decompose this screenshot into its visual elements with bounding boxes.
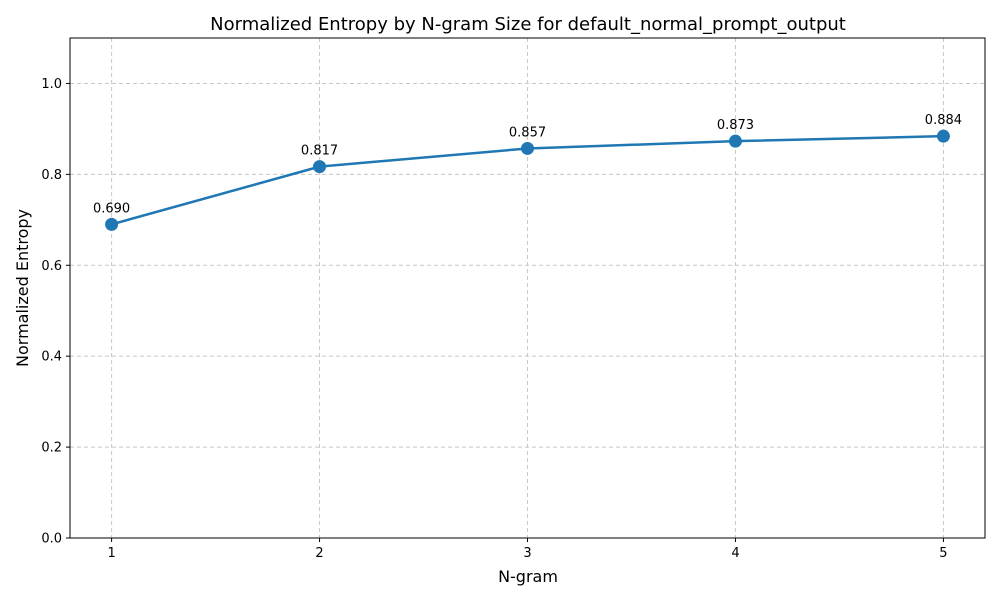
series-layer bbox=[105, 129, 950, 231]
data-point bbox=[521, 141, 534, 155]
y-tick-label: 1.0 bbox=[41, 77, 62, 92]
plot-frame bbox=[69, 37, 986, 539]
data-point bbox=[313, 160, 327, 174]
y-axis-label: Normalized Entropy bbox=[13, 209, 32, 367]
data-label: 0.873 bbox=[717, 118, 754, 133]
y-tick-label: 0.6 bbox=[41, 259, 62, 274]
data-label: 0.817 bbox=[301, 144, 338, 159]
data-point bbox=[936, 129, 950, 143]
tick-labels: 1 2 3 4 5 0.0 0.2 0.4 0.6 0.8 1.0 bbox=[41, 77, 947, 561]
grid-lines bbox=[70, 38, 985, 539]
y-tick-label: 0.4 bbox=[41, 350, 62, 365]
data-label: 0.884 bbox=[925, 113, 962, 128]
data-labels: 0.690 0.817 0.857 0.873 0.884 bbox=[93, 113, 962, 216]
x-tick-label: 2 bbox=[315, 546, 323, 561]
axes bbox=[69, 37, 986, 539]
data-label: 0.857 bbox=[509, 125, 546, 140]
x-tick-label: 3 bbox=[523, 546, 531, 561]
y-tick-label: 0.8 bbox=[41, 168, 62, 183]
y-tick-label: 0.0 bbox=[41, 532, 62, 547]
y-tick-label: 0.2 bbox=[41, 441, 62, 456]
chart-title: Normalized Entropy by N-gram Size for de… bbox=[210, 14, 846, 35]
data-point bbox=[105, 217, 119, 231]
x-tick-label: 5 bbox=[939, 546, 947, 561]
x-tick-label: 4 bbox=[731, 546, 739, 561]
x-axis-label: N-gram bbox=[498, 567, 558, 586]
data-point bbox=[728, 134, 742, 148]
x-tick-label: 1 bbox=[107, 546, 115, 561]
data-label: 0.690 bbox=[93, 201, 130, 216]
